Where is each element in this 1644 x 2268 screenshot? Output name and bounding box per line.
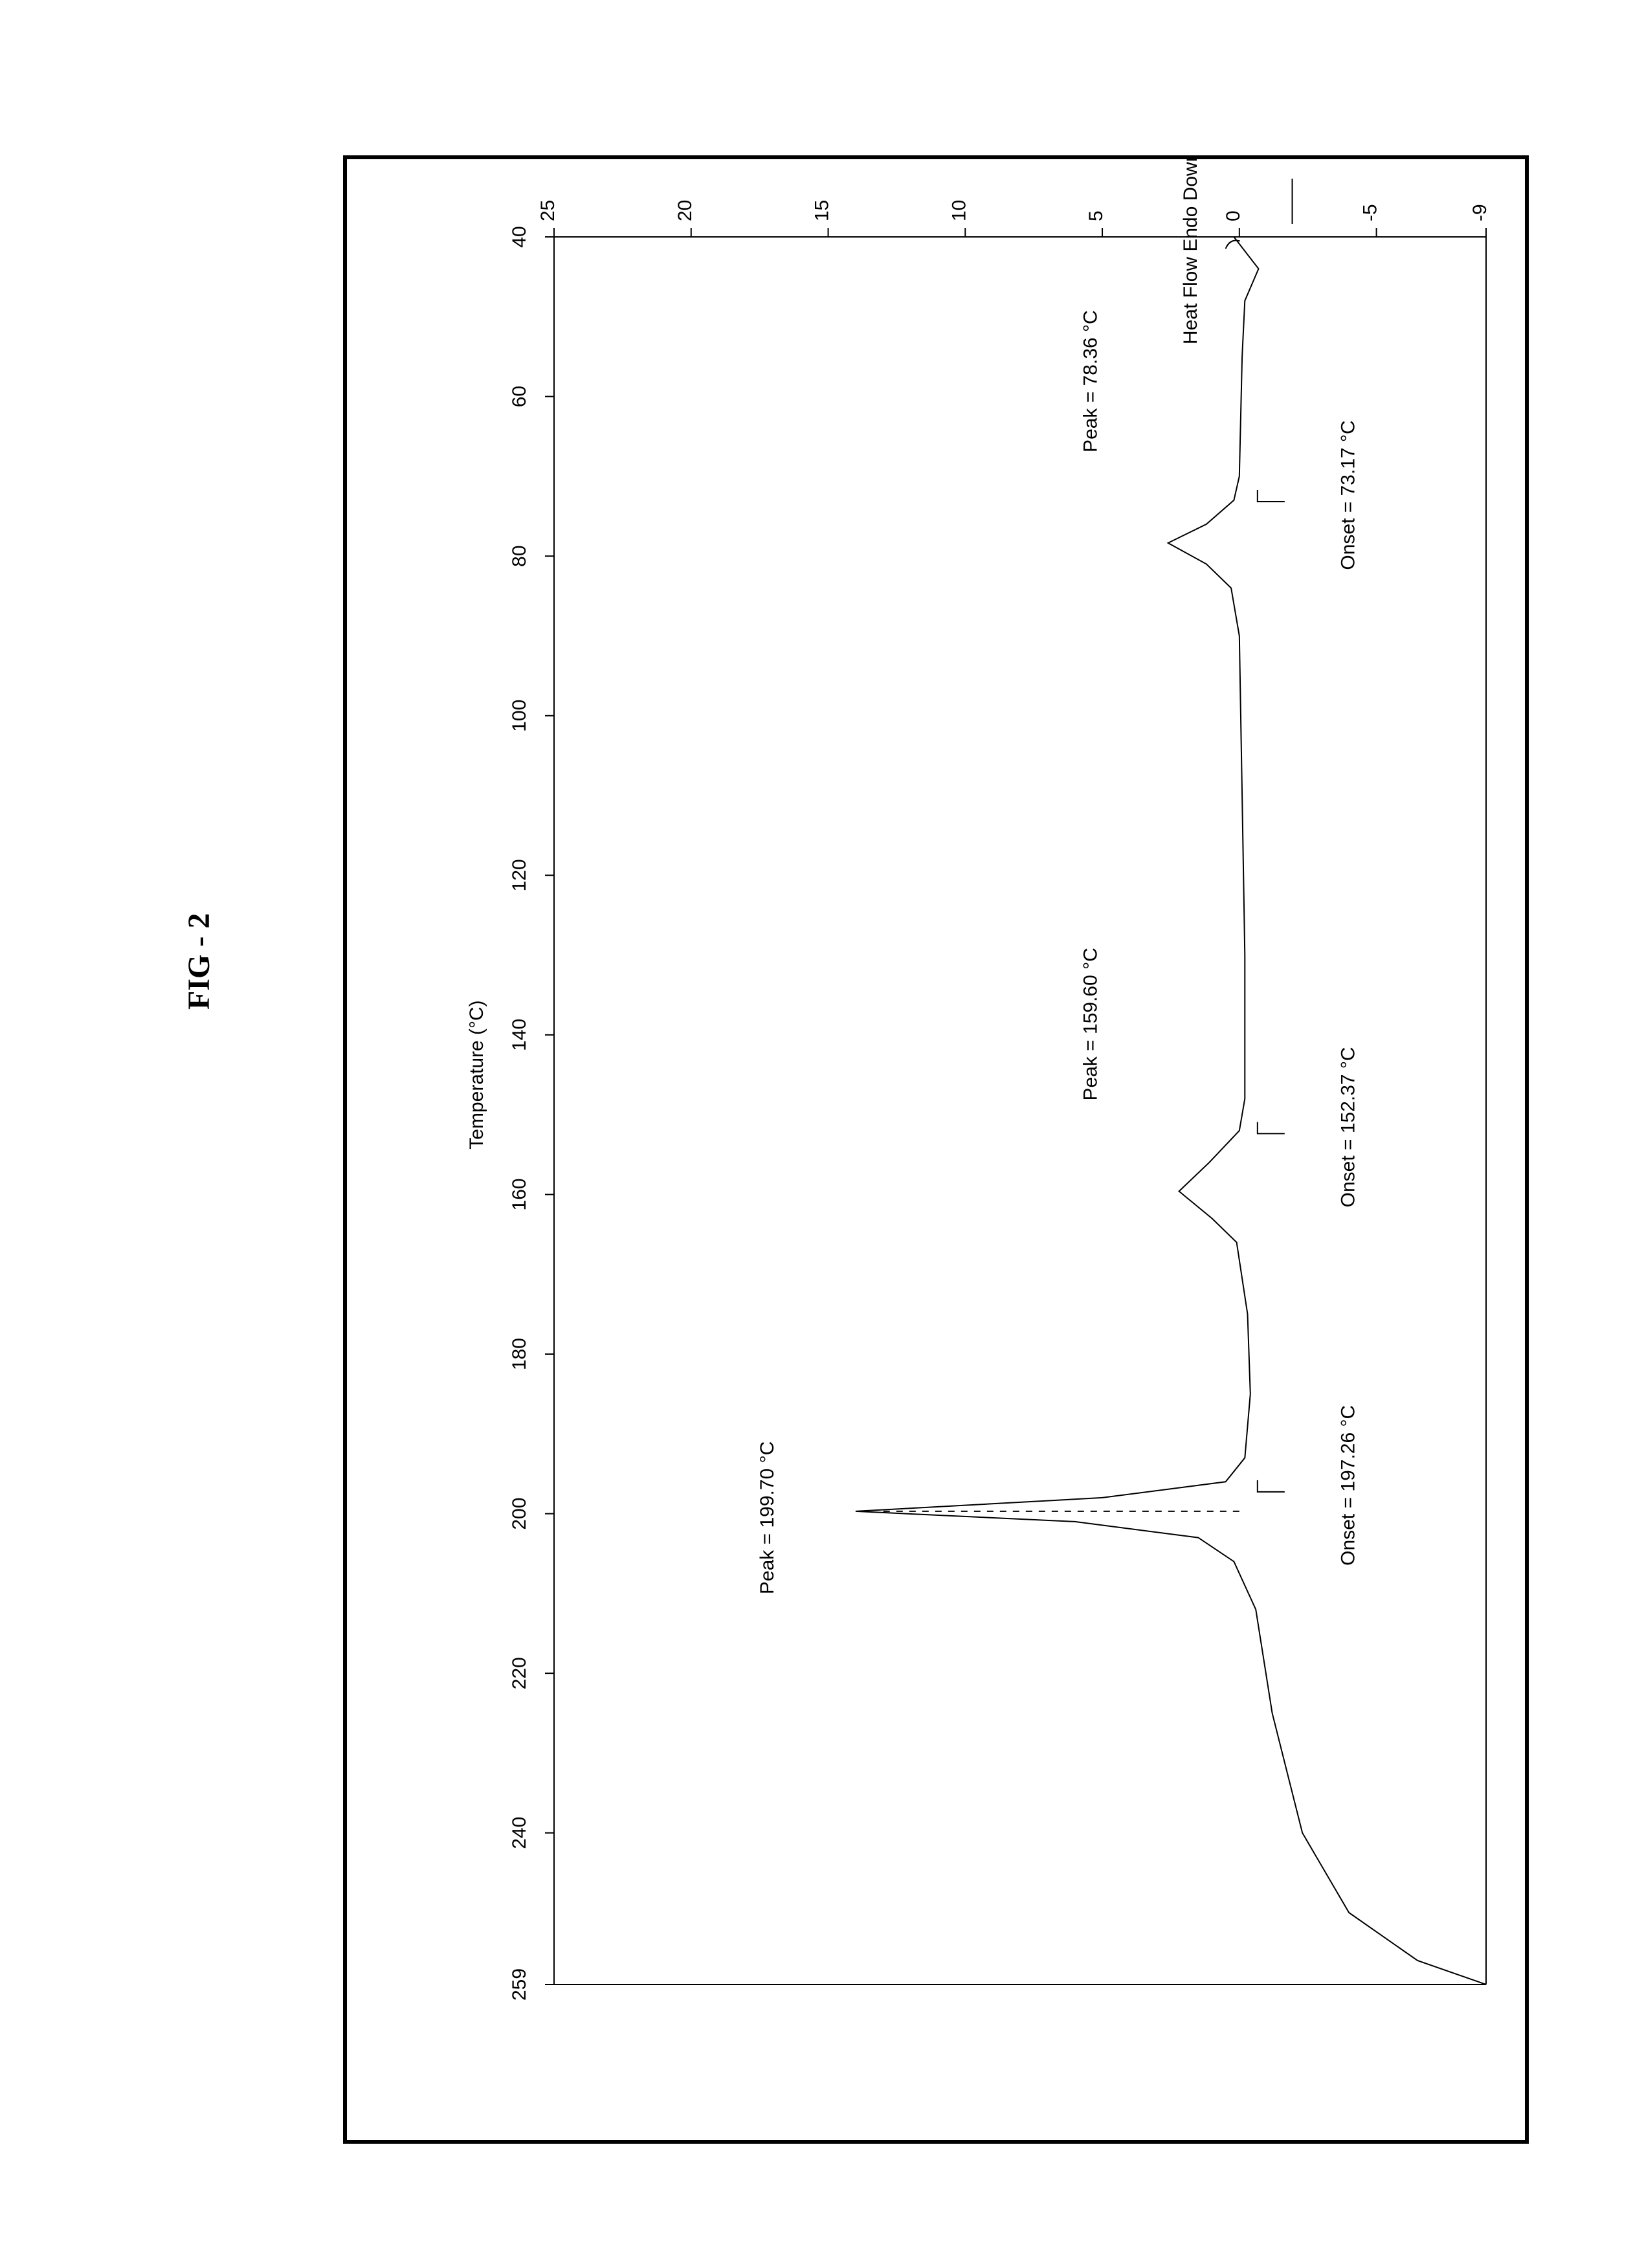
temperature-tick-label: 80 — [509, 545, 530, 566]
figure-label: FIG - 2 — [181, 913, 217, 1010]
heatflow-tick-label: 10 — [948, 200, 970, 221]
temperature-axis-label: Temperature (°C) — [466, 1000, 487, 1149]
temperature-tick-label: 40 — [509, 226, 530, 247]
heatflow-tick-label: 0 — [1223, 210, 1244, 221]
temperature-tick-label: 160 — [509, 1178, 530, 1210]
annotation-onset3: Onset = 197.26 °C — [1338, 1405, 1359, 1566]
annotation-peak3: Peak = 199.70 °C — [757, 1441, 778, 1594]
temperature-tick-label: 220 — [509, 1657, 530, 1689]
onset-marker — [1258, 1122, 1285, 1133]
heatflow-tick-label: -5 — [1360, 204, 1381, 221]
temperature-tick-label: 240 — [509, 1817, 530, 1849]
dsc-chart: -9 -5 0 5 10 15 20 25 Heat Flow Endo Down (mW) 40… — [343, 155, 1529, 2144]
temperature-tick-label: 259 — [509, 1968, 530, 2001]
temperature-tick-label: 140 — [509, 1019, 530, 1051]
onset-marker — [1258, 1480, 1285, 1492]
temperature-tick-label: 100 — [509, 700, 530, 732]
temperature-tick-label: 120 — [509, 859, 530, 891]
annotation-onset2: Onset = 152.37 °C — [1338, 1047, 1359, 1207]
heatflow-tick-label: 20 — [674, 200, 696, 221]
heatflow-tick-label: -9 — [1469, 204, 1491, 221]
heatflow-tick-label: 5 — [1085, 210, 1107, 221]
annotation-peak1: Peak = 78.36 °C — [1080, 310, 1102, 452]
onset-marker — [1258, 490, 1285, 502]
dsc-curve — [856, 237, 1486, 1984]
heatflow-tick-label: 15 — [812, 200, 833, 221]
annotation-peak2: Peak = 159.60 °C — [1080, 948, 1102, 1100]
heatflow-tick-label: 25 — [537, 200, 559, 221]
annotation-onset1: Onset = 73.17 °C — [1338, 420, 1359, 570]
temperature-tick-label: 180 — [509, 1338, 530, 1370]
temperature-tick-label: 60 — [509, 386, 530, 407]
chart-svg: -9 -5 0 5 10 15 20 25 Heat Flow Endo Down (mW) 40… — [347, 159, 1525, 2140]
heatflow-axis-label: Heat Flow Endo Down (mW) — [1180, 159, 1201, 344]
temperature-tick-label: 200 — [509, 1498, 530, 1530]
